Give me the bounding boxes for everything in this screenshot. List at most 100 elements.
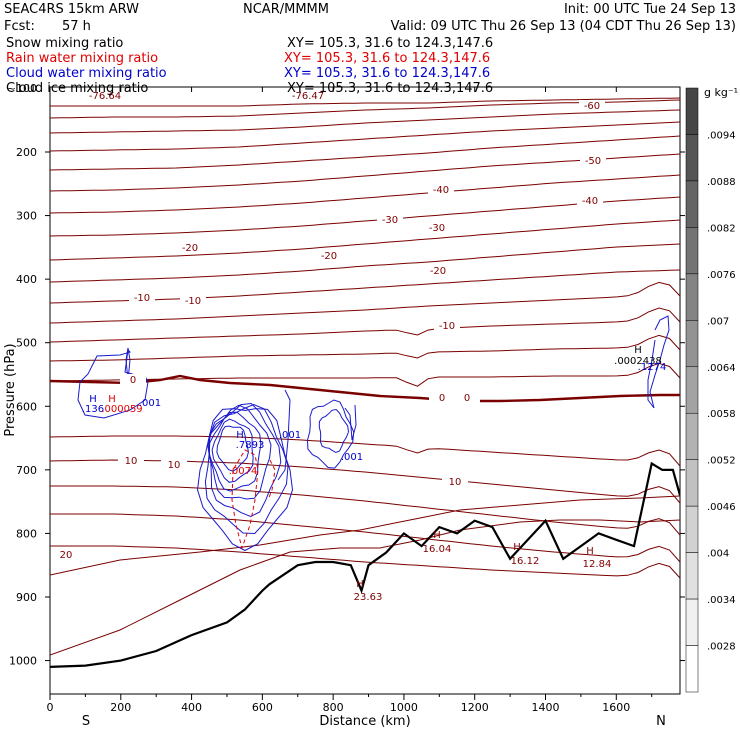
y-axis-label: Pressure (hPa) <box>3 343 18 436</box>
colorbar-unit: g kg⁻¹ <box>704 86 738 99</box>
colorbar-segment <box>685 552 699 600</box>
y-tick-label: 500 <box>16 337 37 350</box>
isotherm-line <box>50 545 680 579</box>
contour-label-bg <box>377 214 403 225</box>
y-tick-label: 800 <box>16 527 37 540</box>
colorbar-segment <box>685 227 699 275</box>
isotherm-line <box>50 307 680 343</box>
contour-label-bg <box>161 459 187 470</box>
colorbar-tick-label: .0088 <box>707 177 736 188</box>
y-tick-label: 1000 <box>9 655 37 668</box>
isotherm-line <box>50 196 680 237</box>
colorbar-tick-label: .0046 <box>707 502 736 513</box>
contour-label: -50 <box>585 156 601 167</box>
y-tick-label: 600 <box>16 400 37 413</box>
colorbar-segment <box>685 645 699 693</box>
contour-label: -30 <box>382 215 398 226</box>
max-label: .001 <box>279 430 301 441</box>
max-label-value: .0002438 <box>614 356 662 367</box>
colorbar-tick-label: .0034 <box>707 595 736 606</box>
contour-label-bg <box>53 549 79 560</box>
contour-label-bg <box>434 320 460 331</box>
colorbar-tick-label: .0082 <box>707 223 736 234</box>
max-label: .1274 <box>638 362 667 373</box>
isotherm-line <box>50 97 680 107</box>
colorbar-tick-label: .0058 <box>707 409 736 420</box>
contour-label: -20 <box>321 251 337 262</box>
contour-labels: -76.64 -76.47 -60 -50 -40 -40 -30 -30 -20 -20 -20 -… <box>53 90 666 603</box>
contour-label: 0 <box>464 393 470 404</box>
contour-label-bg <box>580 155 606 166</box>
max-label-value: .7893 <box>236 440 265 451</box>
contour-label: -10 <box>439 321 455 332</box>
cloud-water-contour <box>344 404 357 441</box>
contour-label: -20 <box>182 243 198 254</box>
terrain-profile <box>50 461 680 668</box>
x-tick-label: 1600 <box>602 701 630 714</box>
contour-label-bg <box>454 392 480 403</box>
field-legend: Snow mixing ratio XY= 105.3, 31.6 to 124… <box>6 36 493 81</box>
contour-label: -10 <box>134 293 150 304</box>
max-label-value: .000059 <box>101 404 142 415</box>
temperature-contours <box>50 97 680 656</box>
x-tick-label: 1400 <box>532 701 560 714</box>
field-name: Snow mixing ratio <box>6 36 123 51</box>
max-label: H <box>433 530 441 541</box>
y-tick-label: 900 <box>16 591 37 604</box>
field-xy: XY= 105.3, 31.6 to 124.3,147.6 <box>287 81 493 96</box>
colorbar-segment <box>685 598 699 646</box>
contour-label-bg <box>442 476 468 487</box>
terrain-line <box>50 461 680 668</box>
field-name: Rain water mixing ratio <box>6 51 158 66</box>
rain-water-contour <box>267 459 276 501</box>
field-xy: XY= 105.3, 31.6 to 124.3,147.6 <box>284 66 490 81</box>
colorbar: .0094 .0088 .0082 .0076 .007 .0064 .0058 .0052.… <box>685 87 736 693</box>
y-tick-label: ~100 <box>7 82 37 95</box>
max-label: H <box>356 579 364 590</box>
isotherm-line <box>50 135 680 171</box>
plot-frame <box>49 86 681 695</box>
cloud-water-contour <box>647 315 670 409</box>
colorbar-segment <box>685 459 699 507</box>
cloud-water-contour <box>211 418 254 483</box>
cloud-water-contour <box>277 389 291 481</box>
isotherm-line <box>50 334 680 362</box>
colorbar-segment <box>685 180 699 228</box>
isotherm-line <box>50 219 680 261</box>
contour-label: 10 <box>449 477 462 488</box>
cloud-water-contour <box>208 411 262 492</box>
contour-label: -10 <box>185 296 201 307</box>
fcst-label: Fcst: <box>4 19 35 34</box>
colorbar-segment <box>685 134 699 182</box>
contour-label-bg <box>429 392 455 403</box>
x-tick-label: 400 <box>181 701 202 714</box>
max-label: .001 <box>139 398 161 409</box>
isotherm-line <box>50 109 680 134</box>
max-label: H <box>108 394 116 405</box>
colorbar-segment <box>685 366 699 414</box>
contour-label: -76.47 <box>292 91 324 102</box>
max-label: H <box>634 345 642 356</box>
valid-time: Valid: 09 UTC Thu 26 Sep 13 (04 CDT Thu … <box>391 19 736 34</box>
max-label-value: .136 <box>82 404 104 415</box>
contour-label-bg <box>92 90 118 101</box>
max-label: .0074 <box>229 466 258 477</box>
field-xy: XY= 105.3, 31.6 to 124.3,147.6 <box>284 51 490 66</box>
cloud-water-contour <box>125 347 131 381</box>
colorbar-tick-label: .0076 <box>707 270 736 281</box>
isotherm-line <box>50 435 680 467</box>
cloud-water-contour <box>306 399 355 469</box>
colorbar-tick-label: .0028 <box>707 642 736 653</box>
x-tick-label: 0 <box>47 701 54 714</box>
contour-label-bg <box>577 195 603 206</box>
colorbar-tick-label: .004 <box>707 549 729 560</box>
contour-label-bg <box>428 184 454 195</box>
colorbar-tick-label: .0052 <box>707 456 736 467</box>
max-label: H <box>513 542 521 553</box>
colorbar-segment <box>685 412 699 460</box>
field-name: Cloud water mixing ratio <box>6 66 167 81</box>
y-tick-label: 400 <box>16 273 37 286</box>
field-name: Cloud ice mixing ratio <box>6 81 148 96</box>
contour-label-bg <box>425 265 451 276</box>
